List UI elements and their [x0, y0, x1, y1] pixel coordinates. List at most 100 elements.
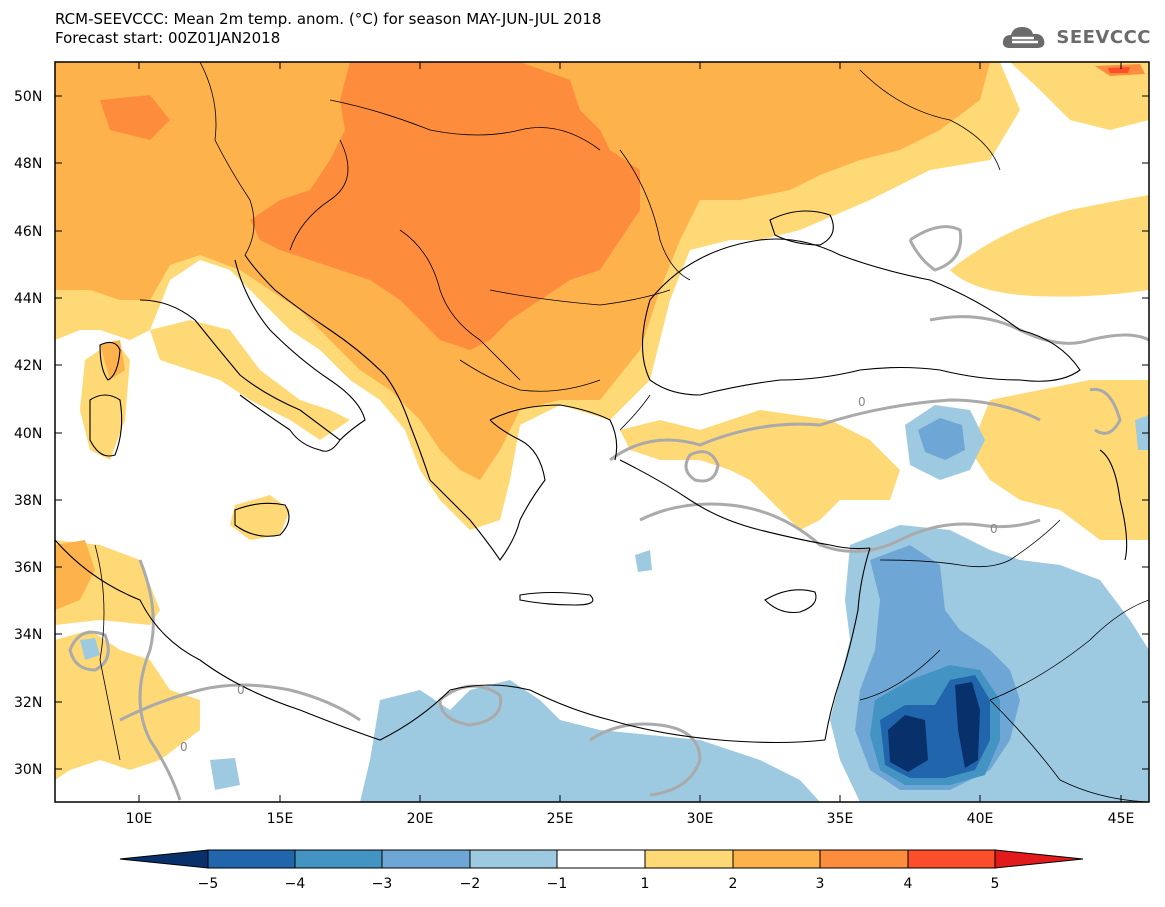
lon-tick-35e: 35E: [827, 62, 854, 827]
lat-label-30n: 30N: [14, 762, 42, 778]
lat-label-40n: 40N: [14, 426, 42, 442]
colorbar-bin-2-3: [732, 849, 821, 869]
colorbar-label-4: 4: [904, 876, 913, 892]
lat-label-50n: 50N: [14, 89, 42, 105]
colorbar-label-2: 2: [729, 876, 738, 892]
cold-region-small-libya: [210, 758, 240, 790]
warm-3-4-central-europe: [250, 62, 640, 350]
zero-contours: [68, 225, 1149, 801]
lat-label-32n: 32N: [14, 695, 42, 711]
zero-contour-east-2: [1089, 387, 1122, 435]
colorbar-bin-m4-m3: [294, 849, 383, 869]
colorbar-low-triangle: [119, 849, 209, 869]
lat-label-46n: 46N: [14, 224, 42, 240]
lat-tick-32n: 32N: [14, 695, 1149, 711]
seevccc-logo: SEEVCCC: [1000, 22, 1151, 52]
map-panel: 0 0 0 0: [55, 62, 1149, 802]
warm-3-4-hungary: [480, 160, 580, 270]
border-12: [94, 544, 121, 761]
map-frame: [54, 61, 1150, 803]
contour-label-3: 0: [237, 683, 245, 697]
lon-tick-30e: 30E: [687, 62, 714, 827]
lat-tick-42n: 42N: [14, 358, 1149, 374]
border-14: [619, 394, 651, 431]
cold-region-rhodes: [635, 550, 652, 572]
border-5: [489, 289, 671, 306]
lat-tick-36n: 36N: [14, 560, 1149, 576]
coast-cyprus: [764, 589, 817, 614]
zero-contour-loop: [684, 450, 720, 483]
colorbar-labels: −5 −4 −3 −2 −1 1 2 3 4 5: [198, 876, 1000, 892]
colorbar-bin-m2-m1: [469, 849, 558, 869]
cold-2-3-anatolia: [918, 418, 965, 460]
coast-caspian: [1099, 449, 1128, 561]
contour-label-2: 0: [990, 522, 998, 536]
lon-tick-25e: 25E: [547, 62, 574, 827]
colorbar-bin-m3-m2: [381, 849, 471, 869]
warm-region-caucasus: [970, 380, 1149, 540]
coast-adriatic: [244, 254, 431, 481]
cold-region-libya-coast: [360, 680, 820, 802]
colorbar-label-m3: −3: [372, 876, 393, 892]
lat-label-42n: 42N: [14, 358, 42, 374]
warm-region-ne: [1010, 62, 1149, 130]
lon-label-10e: 10E: [126, 811, 153, 827]
lon-tick-40e: 40E: [967, 62, 993, 827]
logo-text: SEEVCCC: [1056, 26, 1151, 48]
contour-label-4: 0: [180, 740, 188, 754]
colorbar-label-m2: −2: [460, 876, 481, 892]
colorbar-label-m4: −4: [285, 876, 306, 892]
title-line-2: Forecast start: 00Z01JAN2018: [55, 29, 281, 47]
lon-label-15e: 15E: [267, 811, 294, 827]
colorbar-label-m1: −1: [547, 876, 568, 892]
border-1: [199, 62, 255, 256]
coast-north-africa: [55, 539, 826, 744]
lat-tick-34n: 34N: [14, 627, 1149, 643]
lat-label-34n: 34N: [14, 627, 42, 643]
zero-contour-anatolia: [609, 398, 1041, 462]
cold-region-small-wafrica: [80, 638, 100, 660]
warm-2-3-corsica: [100, 340, 125, 380]
warm-region-turkey: [620, 410, 900, 530]
coast-levant: [824, 547, 871, 741]
colorbar-label-m5: −5: [198, 876, 219, 892]
lon-axis: 10E 15E 20E 25E 30E 35E 40E 45E: [126, 62, 1134, 827]
warm-region-libya: [55, 630, 200, 780]
lat-label-38n: 38N: [14, 493, 42, 509]
colorbar: [119, 849, 1084, 869]
warm-4-5-ne-spot: [1108, 67, 1130, 73]
zero-contour-turkey-south: [639, 502, 1041, 553]
warm-2-3-north-africa: [55, 540, 95, 610]
lon-label-25e: 25E: [547, 811, 574, 827]
lon-label-35e: 35E: [827, 811, 854, 827]
coast-black-sea: [641, 238, 1081, 396]
lon-label-30e: 30E: [687, 811, 714, 827]
zero-contour-nafrica: [119, 683, 361, 722]
border-10: [989, 699, 1149, 802]
colorbar-bin-m5-m4: [207, 849, 296, 869]
lon-tick-10e: 10E: [126, 62, 153, 827]
title-line-1: RCM-SEEVCCC: Mean 2m temp. anom. (°C) fo…: [55, 10, 602, 28]
warm-region-east-steppe: [950, 195, 1149, 297]
lat-axis: 30N 32N 34N 36N 38N 40N 42N 44N 46N 48N …: [14, 89, 1149, 778]
lat-label-48n: 48N: [14, 156, 42, 172]
colorbar-high-triangle: [994, 849, 1084, 869]
colorbar-bin-m1-1: [556, 849, 646, 869]
coast-crete: [519, 591, 594, 606]
coastlines-borders: [55, 210, 1128, 744]
lat-tick-40n: 40N: [14, 426, 1149, 442]
border-13: [859, 69, 1001, 171]
colorbar-label-5: 5: [991, 876, 1000, 892]
cold-lt5-jordan-west: [888, 715, 928, 772]
border-2: [329, 99, 601, 151]
coast-italy-west: [139, 299, 341, 452]
contour-label-1: 0: [858, 395, 866, 409]
cloud-icon: [1003, 27, 1045, 48]
coast-corsica: [99, 341, 121, 381]
coast-italy-east: [234, 259, 366, 441]
lat-label-36n: 36N: [14, 560, 42, 576]
border-11: [989, 599, 1149, 701]
colorbar-bin-4-5: [907, 849, 996, 869]
warm-3-4-west: [100, 95, 170, 140]
